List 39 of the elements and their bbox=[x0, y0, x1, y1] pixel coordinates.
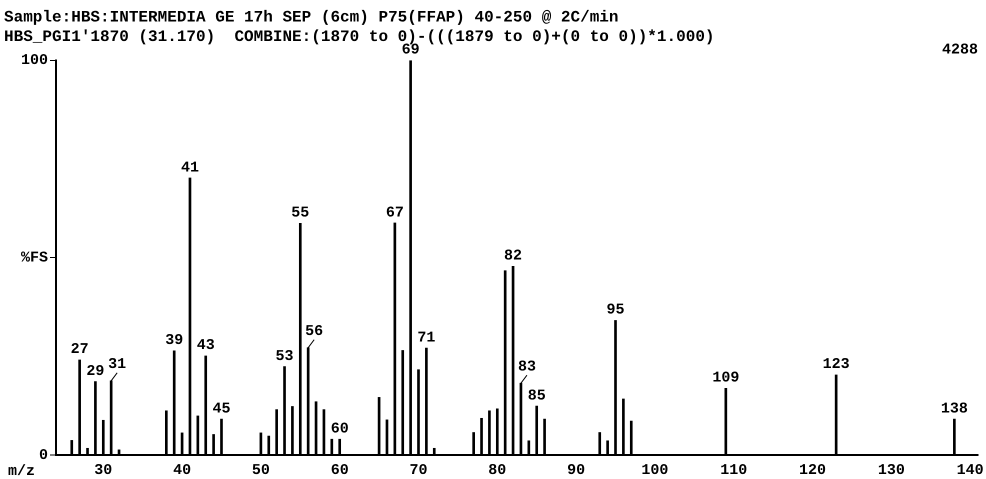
x-axis-title: m/z bbox=[8, 462, 36, 479]
chart-subtitle: HBS_PGI1'1870 (31.170) COMBINE:(1870 to 0)-(((1879 to 0)+(0 to 0))*1.000) bbox=[4, 28, 715, 46]
y-tick-label: %FS bbox=[20, 249, 48, 266]
x-tick-label: 140 bbox=[956, 462, 984, 479]
annotation: 83 bbox=[518, 358, 536, 376]
x-tick-label: 30 bbox=[94, 462, 112, 479]
annotation: 82 bbox=[504, 248, 522, 265]
annotation: 27 bbox=[70, 341, 89, 358]
annotation: 109 bbox=[712, 370, 740, 387]
annotation: 53 bbox=[276, 348, 294, 365]
annotation: 67 bbox=[386, 204, 404, 222]
text: 4288 bbox=[942, 42, 978, 59]
x-tick-label: 110 bbox=[720, 462, 748, 479]
annotation: 56 bbox=[305, 322, 324, 340]
annotation: 123 bbox=[822, 356, 850, 374]
x-tick-label: 120 bbox=[799, 462, 826, 479]
x-tick-label: 130 bbox=[878, 462, 905, 479]
x-tick-label: 50 bbox=[252, 462, 270, 479]
x-tick-label: 80 bbox=[488, 462, 506, 479]
annotation: 39 bbox=[165, 332, 184, 350]
chart-title: Sample:HBS:INTERMEDIA GE 17h SEP (6cm) P75(FFAP) 40-250 @ 2C/min bbox=[4, 8, 618, 27]
x-tick-label: 100 bbox=[641, 462, 668, 479]
annotation: 55 bbox=[291, 204, 310, 222]
annotation: 41 bbox=[180, 159, 199, 176]
annotation: 31 bbox=[108, 356, 126, 374]
x-tick-label: 70 bbox=[409, 462, 428, 479]
x-tick-label: 40 bbox=[173, 462, 192, 479]
annotation: 29 bbox=[86, 362, 104, 380]
annotation: 85 bbox=[528, 387, 546, 404]
x-tick-label: 60 bbox=[330, 462, 349, 479]
annotation: 95 bbox=[606, 302, 625, 319]
annotation: 71 bbox=[417, 329, 436, 346]
y-tick-label: 0 bbox=[38, 446, 48, 464]
annotation: 138 bbox=[940, 400, 968, 418]
annotation: 43 bbox=[196, 337, 215, 354]
annotation: 45 bbox=[212, 400, 230, 418]
x-tick-label: 90 bbox=[567, 462, 586, 479]
annotation: 60 bbox=[330, 420, 349, 438]
y-tick-label: 100 bbox=[20, 52, 48, 70]
